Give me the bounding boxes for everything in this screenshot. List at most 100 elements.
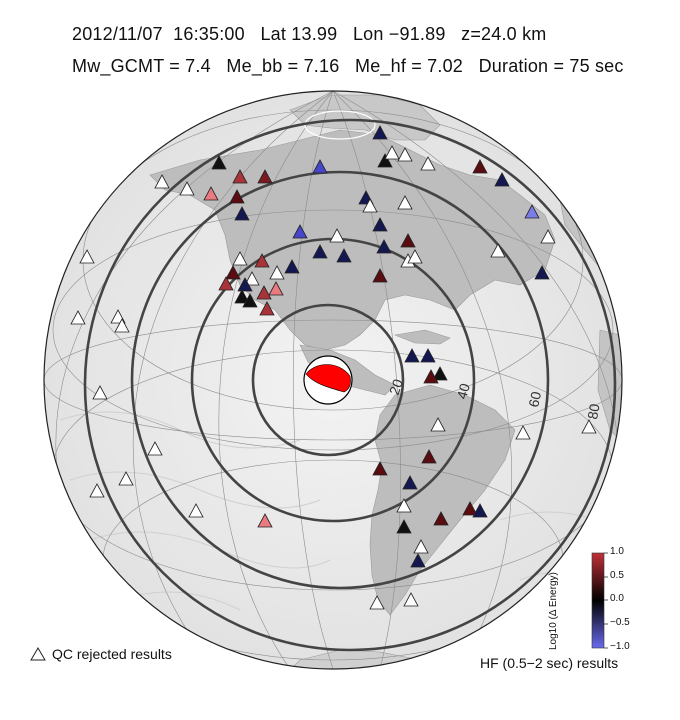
station-hf-result (257, 513, 273, 528)
station-hf-result (410, 553, 426, 568)
caribbean-islands (393, 329, 451, 345)
station-qc-rejected (515, 425, 531, 440)
station-hf-result (421, 449, 437, 464)
station-hf-result (292, 224, 308, 239)
event-depth: z=24.0 km (461, 24, 547, 44)
colorbar-tick-5: −1.0 (610, 641, 630, 652)
event-info-line-2: Mw_GCMT = 7.4 Me_bb = 7.16 Me_hf = 7.02 … (72, 56, 624, 77)
globe-outline (43, 90, 623, 670)
station-qc-rejected (118, 471, 134, 486)
ring-labels: 20 40 60 80 (386, 377, 603, 421)
station-hf-result (211, 155, 227, 170)
station-qc-rejected (413, 539, 429, 554)
colorbar-ticks (604, 552, 608, 649)
ring-label-80: 80 (584, 402, 602, 420)
station-hf-result (312, 159, 328, 174)
station-hf-result (336, 248, 352, 263)
station-qc-rejected (92, 385, 108, 400)
station-qc-rejected (407, 249, 423, 264)
colorbar-tick-4: −0.5 (610, 617, 630, 628)
station-qc-rejected (397, 147, 413, 162)
ring-label-40: 40 (453, 381, 473, 400)
station-hf-result (524, 204, 540, 219)
station-hf-result (218, 276, 234, 291)
station-hf-result (234, 289, 250, 304)
station-hf-result (259, 301, 275, 316)
ring-20 (251, 303, 405, 457)
event-info-line-1: 2012/11/07 16:35:00 Lat 13.99 Lon −91.89… (72, 24, 546, 45)
station-hf-result (203, 186, 219, 201)
colorbar (591, 552, 605, 649)
station-hf-result (372, 461, 388, 476)
station-qc-rejected (540, 229, 556, 244)
station-qc-rejected (581, 419, 597, 434)
station-hf-result (312, 244, 328, 259)
station-hf-result (372, 125, 388, 140)
station-hf-result (268, 281, 284, 296)
station-qc-rejected (188, 503, 204, 518)
station-qc-rejected (490, 243, 506, 258)
station-hf-result (242, 293, 258, 308)
station-hf-result (472, 503, 488, 518)
station-qc-rejected (114, 318, 130, 333)
event-date: 2012/11/07 (72, 24, 163, 44)
station-hf-result (534, 265, 550, 280)
distance-rings (83, 118, 617, 652)
station-hf-result (376, 239, 392, 254)
station-hf-result (462, 501, 478, 516)
station-qc-rejected (147, 441, 163, 456)
event-time: 16:35:00 (173, 24, 245, 44)
station-hf-result (402, 475, 418, 490)
me-hf: Me_hf = 7.02 (355, 56, 463, 76)
event-lon: Lon −91.89 (352, 24, 446, 44)
station-qc-rejected (369, 595, 385, 610)
station-qc-rejected (232, 251, 248, 266)
station-qc-rejected (89, 483, 105, 498)
colorbar-tick-2: 0.5 (610, 570, 624, 581)
station-qc-rejected (396, 498, 412, 513)
station-qc-rejected (244, 271, 260, 286)
station-qc-rejected (79, 249, 95, 264)
event-lat: Lat 13.99 (260, 24, 338, 44)
legend-qc-rejected: QC rejected results (30, 646, 172, 662)
station-hf-result (420, 348, 436, 363)
station-hf-result (229, 189, 245, 204)
ring-80 (83, 118, 617, 652)
station-hf-result (396, 519, 412, 534)
station-hf-result (494, 172, 510, 187)
station-hf-result (225, 265, 241, 280)
station-layer (70, 125, 597, 610)
station-qc-rejected (154, 174, 170, 189)
station-hf-result (256, 285, 272, 300)
station-qc-rejected (362, 198, 378, 213)
station-hf-result (423, 369, 439, 384)
ring-label-60: 60 (525, 390, 544, 409)
station-hf-result (433, 511, 449, 526)
station-qc-rejected (179, 181, 195, 196)
station-hf-result (377, 153, 393, 168)
station-hf-result (372, 217, 388, 232)
station-hf-result (404, 348, 420, 363)
station-hf-result (237, 277, 253, 292)
station-hf-result (400, 233, 416, 248)
colorbar-tick-3: 0.0 (610, 593, 624, 604)
station-qc-rejected (420, 156, 436, 171)
station-qc-rejected (329, 228, 345, 243)
white-triangle-icon (30, 647, 46, 661)
me-bb: Me_bb = 7.16 (226, 56, 340, 76)
station-qc-rejected (430, 417, 446, 432)
station-hf-result (372, 268, 388, 283)
station-hf-result (432, 366, 448, 381)
station-qc-rejected (384, 145, 400, 160)
colorbar-title: Log10 (Δ Energy) (548, 572, 559, 650)
focal-mechanism (303, 355, 353, 405)
station-hf-result (254, 253, 270, 268)
ring-label-20: 20 (386, 377, 406, 397)
station-hf-result (257, 169, 273, 184)
ring-60 (130, 170, 550, 590)
station-qc-rejected (397, 195, 413, 210)
station-qc-rejected (269, 265, 285, 280)
station-qc-rejected (403, 592, 419, 607)
station-hf-result (472, 159, 488, 174)
